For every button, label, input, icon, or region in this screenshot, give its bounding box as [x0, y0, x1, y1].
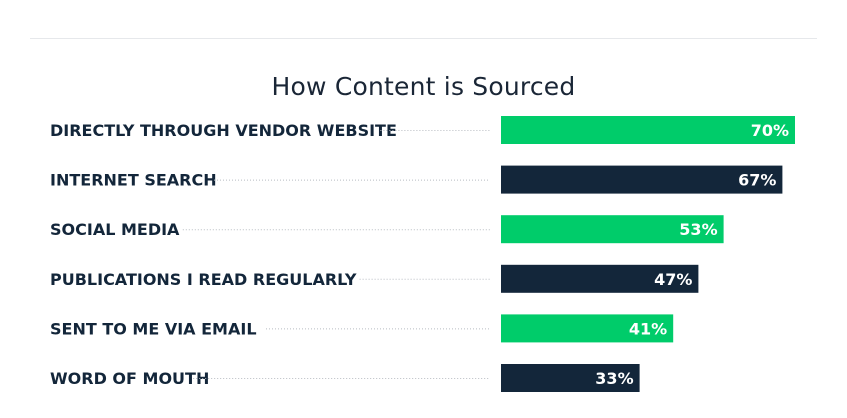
value-label: 47% [654, 270, 692, 289]
value-label: 41% [629, 319, 667, 338]
value-label: 67% [738, 171, 776, 190]
category-label: INTERNET SEARCH [50, 171, 217, 190]
category-label: DIRECTLY THROUGH VENDOR WEBSITE [50, 121, 397, 140]
bar [501, 364, 640, 392]
bar [501, 215, 724, 244]
category-label: SOCIAL MEDIA [50, 220, 180, 239]
value-label: 33% [595, 369, 633, 388]
top-divider [30, 38, 817, 39]
category-label: SENT TO ME VIA EMAIL [50, 319, 257, 338]
bar [501, 116, 795, 144]
bar [501, 264, 699, 293]
value-label: 70% [751, 121, 789, 140]
bar [501, 314, 674, 343]
category-label: PUBLICATIONS I READ REGULARLY [50, 270, 357, 289]
value-label: 53% [679, 220, 717, 239]
category-label: WORD OF MOUTH [50, 369, 209, 388]
chart-title: How Content is Sourced [271, 72, 576, 101]
bar [501, 165, 783, 194]
